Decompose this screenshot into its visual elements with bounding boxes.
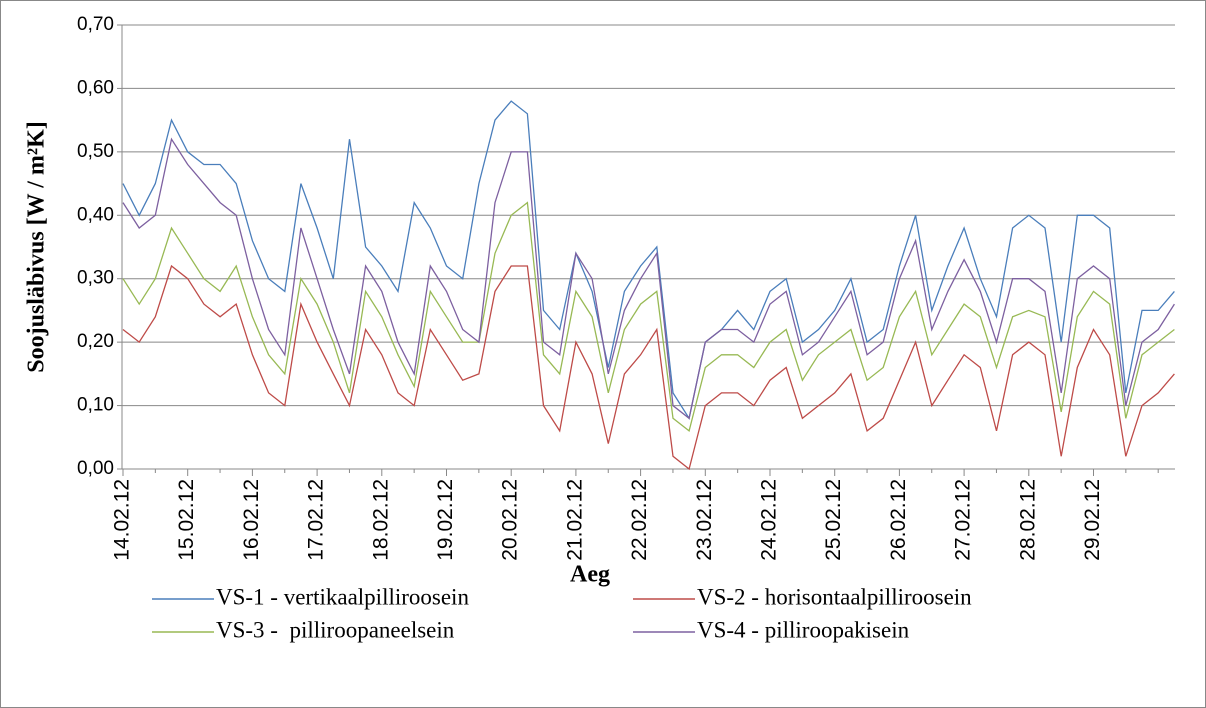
y-axis-label: Soojusläbivus [W / m²K] (24, 121, 50, 372)
x-tick-label: 28.02.12 (1016, 479, 1039, 561)
legend-label: VS-2 - horisontaalpilliroosein (697, 584, 972, 609)
y-tick-label: 0,50 (77, 141, 114, 162)
y-tick-label: 0,00 (77, 458, 114, 479)
y-tick-label: 0,20 (77, 331, 114, 352)
x-axis-label: Aeg (570, 562, 610, 588)
data-line (122, 264, 1175, 471)
legend-label: VS-1 - vertikaalpilliroosein (216, 584, 469, 609)
y-tick-label: 0,70 (77, 14, 114, 35)
x-tick-label: 14.02.12 (111, 479, 134, 561)
x-tick-label: 24.02.12 (758, 479, 781, 561)
x-tick-label: 29.02.12 (1081, 479, 1104, 561)
data-line (122, 201, 1175, 433)
x-tick-label: 19.02.12 (434, 479, 457, 561)
data-line (122, 100, 1175, 420)
x-tick-label: 23.02.12 (693, 479, 716, 561)
y-tick-label: 0,10 (77, 395, 114, 416)
y-tick-label: 0,30 (77, 268, 114, 289)
x-tick-label: 20.02.12 (499, 479, 522, 561)
y-tick-label: 0,60 (77, 77, 114, 98)
y-tick-label: 0,40 (77, 204, 114, 225)
data-line (122, 137, 1175, 420)
x-tick-label: 16.02.12 (240, 479, 263, 561)
x-tick-label: 17.02.12 (305, 479, 328, 561)
legend-label: VS-3 - pilliroopaneelsein (216, 617, 455, 642)
legend-label: VS-4 - pilliroopakisein (697, 617, 910, 642)
x-tick-label: 26.02.12 (887, 479, 910, 561)
x-tick-label: 21.02.12 (563, 479, 586, 561)
x-tick-label: 25.02.12 (822, 479, 845, 561)
x-tick-label: 18.02.12 (369, 479, 392, 561)
x-tick-label: 27.02.12 (952, 479, 975, 561)
x-tick-label: 15.02.12 (175, 479, 198, 561)
x-tick-label: 22.02.12 (628, 479, 651, 561)
